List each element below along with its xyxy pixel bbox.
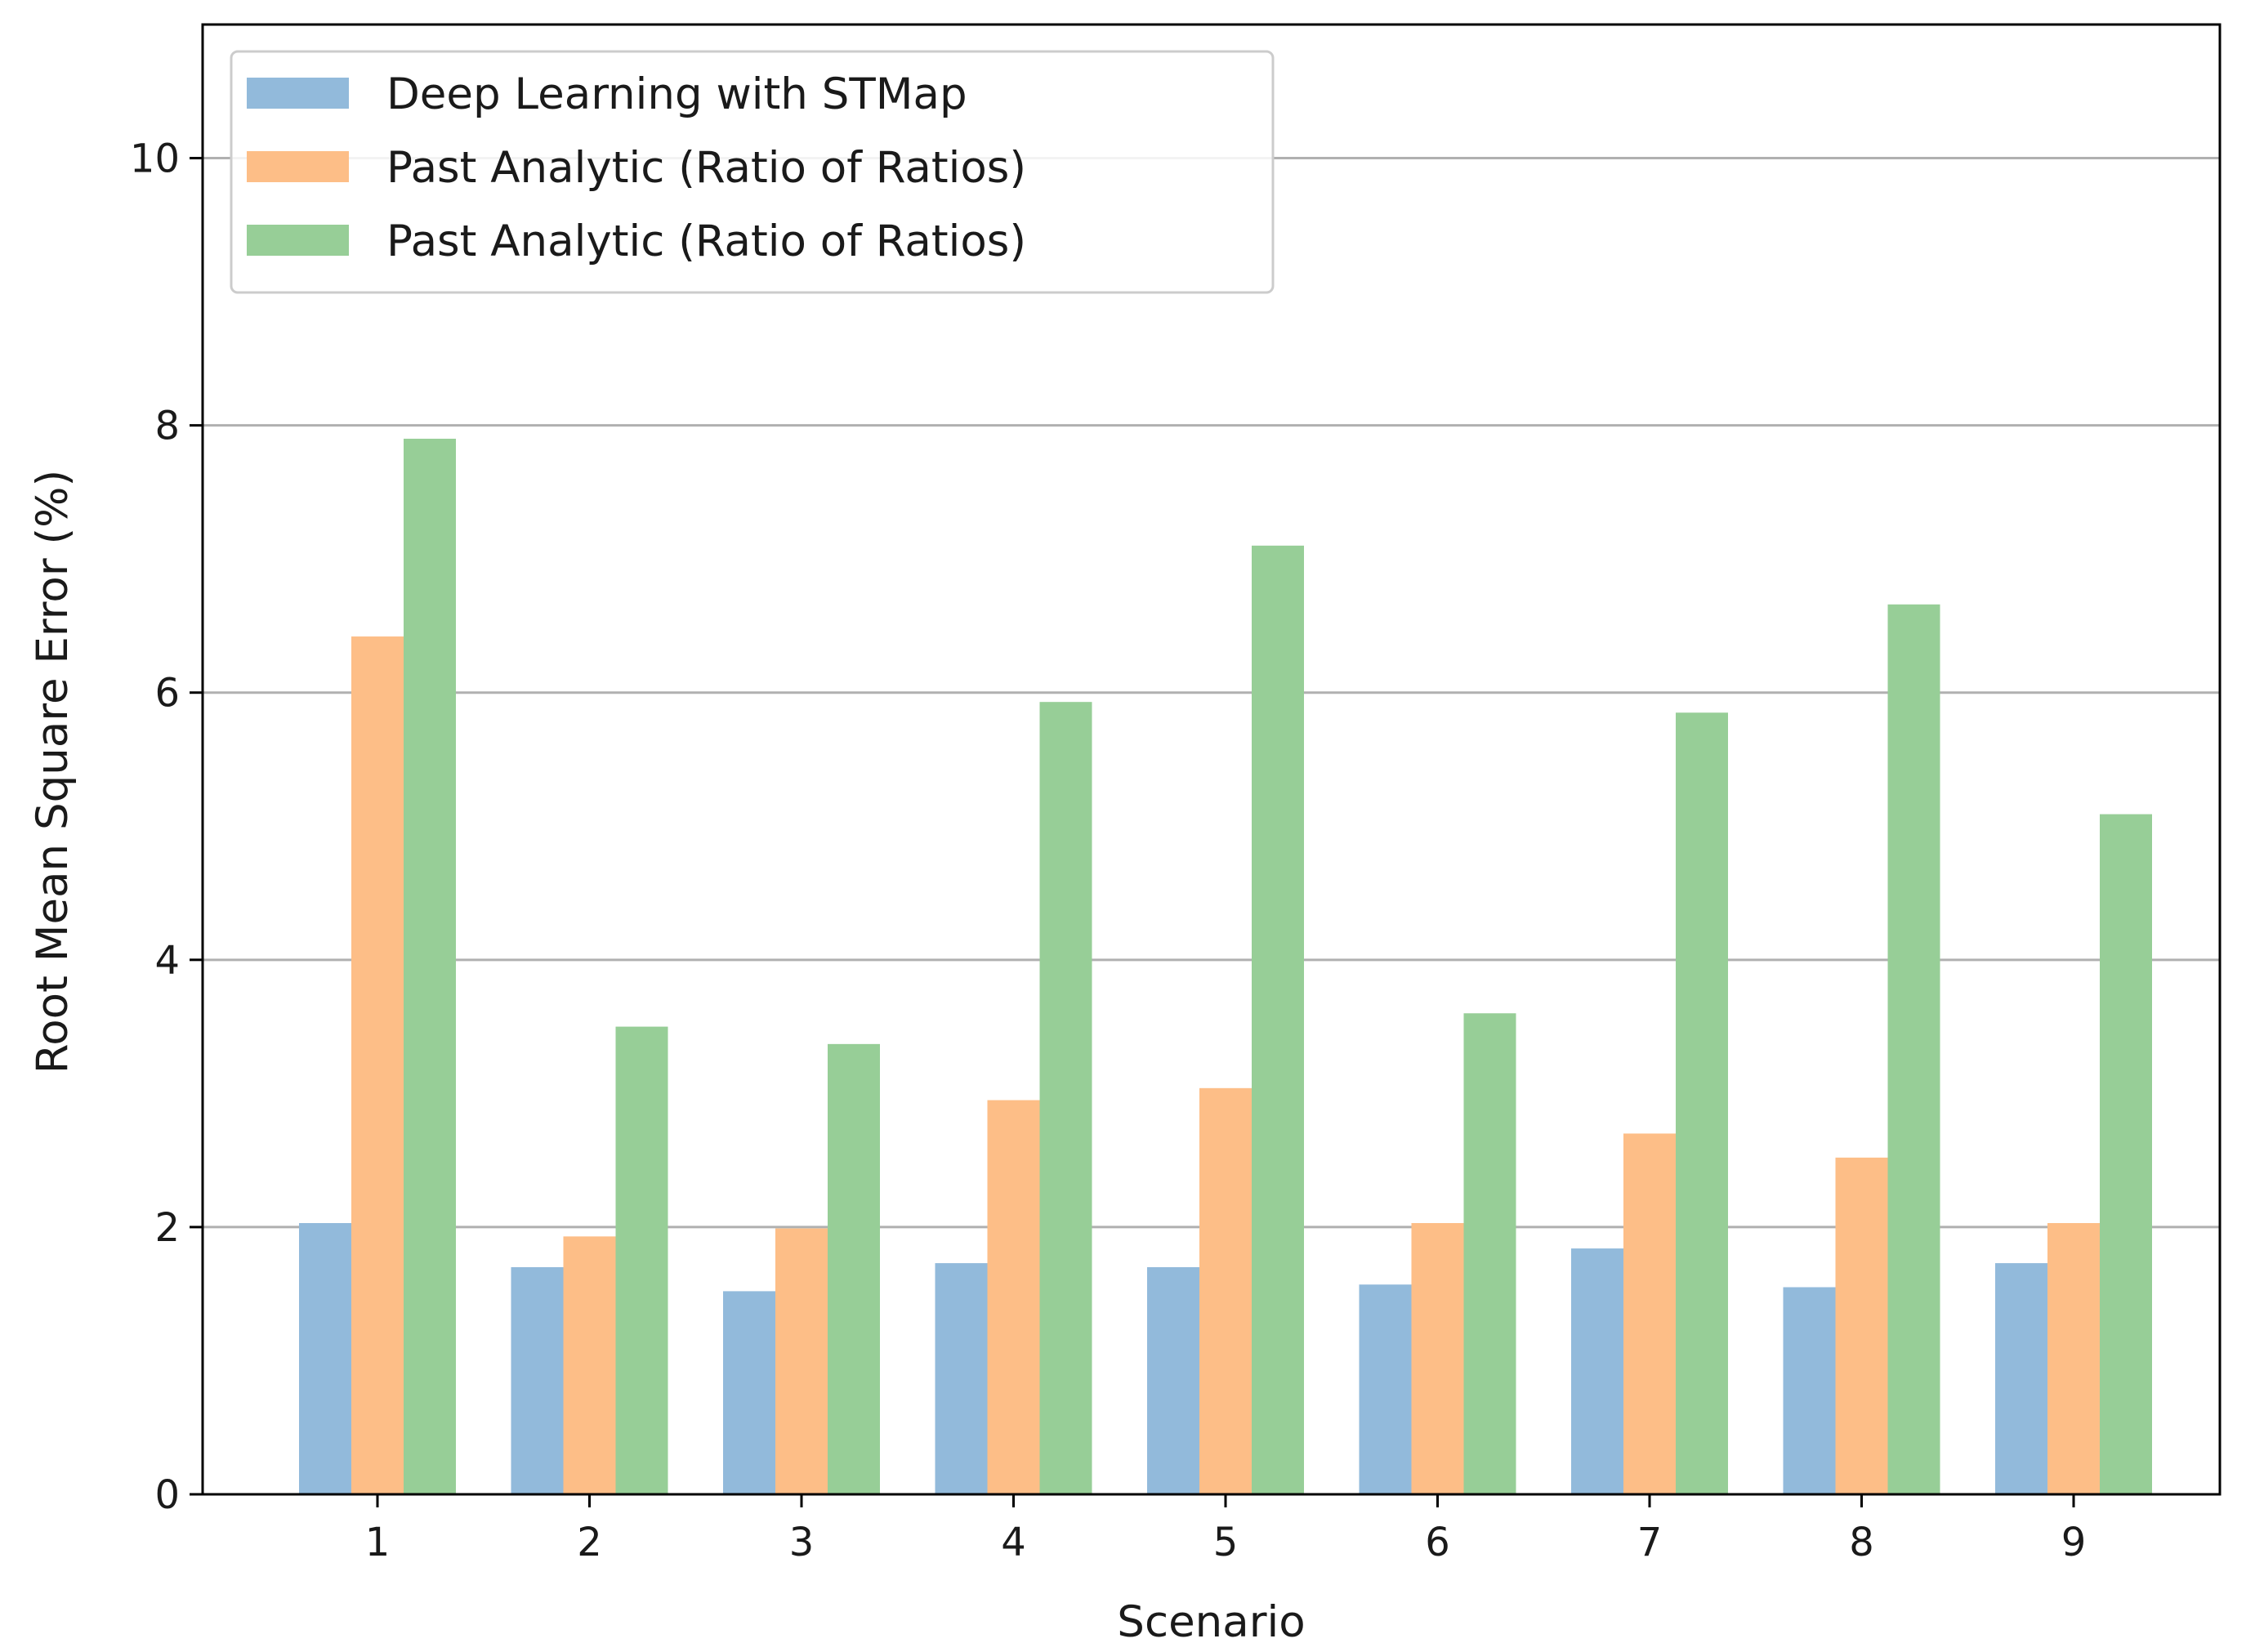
y-axis-ticks: 0 2 4 6 8 10	[130, 136, 203, 1518]
legend: Deep Learning with STMap Past Analytic (…	[230, 50, 1275, 294]
bar-series-1-scenario-3	[723, 1291, 775, 1494]
x-tick-label: 2	[577, 1520, 602, 1565]
bar-series-3-scenario-6	[1463, 1013, 1516, 1494]
x-tick-label: 9	[2061, 1520, 2087, 1565]
x-tick-label: 5	[1213, 1520, 1239, 1565]
bar-series-3-scenario-9	[2100, 814, 2152, 1494]
bar-series-1-scenario-5	[1147, 1266, 1199, 1494]
bar-series-1-scenario-2	[511, 1266, 564, 1494]
bar-series-3-scenario-7	[1676, 712, 1728, 1494]
bars	[299, 438, 2152, 1494]
legend-swatch-past-analytic-green	[247, 225, 349, 256]
bar-series-1-scenario-1	[299, 1223, 351, 1494]
bar-series-3-scenario-2	[615, 1026, 668, 1494]
bar-series-2-scenario-1	[351, 636, 404, 1494]
bar-series-3-scenario-1	[404, 438, 456, 1494]
y-tick-label: 0	[154, 1472, 180, 1518]
y-axis-label: Root Mean Square Error (%)	[28, 470, 78, 1074]
legend-label-past-analytic-orange: Past Analytic (Ratio of Ratios)	[386, 143, 1026, 193]
bar-series-3-scenario-5	[1252, 545, 1304, 1494]
bar-series-1-scenario-8	[1783, 1287, 1836, 1494]
bar-series-3-scenario-8	[1887, 604, 1940, 1494]
x-tick-label: 1	[365, 1520, 391, 1565]
x-axis-ticks: 1 2 3 4 5 6 7 8 9	[365, 1494, 2087, 1565]
x-tick-label: 6	[1425, 1520, 1450, 1565]
x-tick-label: 8	[1849, 1520, 1874, 1565]
bar-series-1-scenario-4	[935, 1263, 988, 1494]
y-tick-label: 8	[154, 404, 180, 449]
legend-frame	[230, 50, 1275, 294]
plot-frame	[201, 23, 2222, 1496]
bar-series-2-scenario-3	[775, 1228, 828, 1494]
bar-series-2-scenario-5	[1199, 1087, 1252, 1494]
legend-label-deep-learning: Deep Learning with STMap	[386, 69, 967, 119]
y-tick-label: 6	[154, 671, 180, 717]
bar-series-2-scenario-7	[1623, 1133, 1676, 1494]
bar-series-2-scenario-2	[563, 1236, 616, 1494]
x-tick-label: 4	[1001, 1520, 1026, 1565]
legend-swatch-past-analytic-orange	[247, 151, 349, 182]
bar-series-1-scenario-9	[1995, 1263, 2047, 1494]
x-tick-label: 7	[1637, 1520, 1663, 1565]
bar-series-3-scenario-3	[828, 1043, 880, 1494]
legend-swatch-deep-learning	[247, 78, 349, 109]
y-tick-label: 2	[154, 1205, 180, 1251]
bar-series-2-scenario-8	[1835, 1157, 1888, 1494]
y-tick-label: 10	[130, 136, 180, 182]
bar-series-1-scenario-7	[1571, 1248, 1623, 1494]
bar-series-2-scenario-9	[2047, 1223, 2100, 1494]
legend-label-past-analytic-green: Past Analytic (Ratio of Ratios)	[386, 217, 1026, 266]
x-tick-label: 3	[789, 1520, 815, 1565]
y-tick-label: 4	[154, 938, 180, 984]
x-axis-label: Scenario	[1117, 1597, 1305, 1647]
bar-series-2-scenario-6	[1411, 1223, 1464, 1494]
bar-series-2-scenario-4	[987, 1100, 1040, 1494]
bar-series-3-scenario-4	[1039, 702, 1092, 1494]
bar-series-1-scenario-6	[1359, 1284, 1412, 1494]
